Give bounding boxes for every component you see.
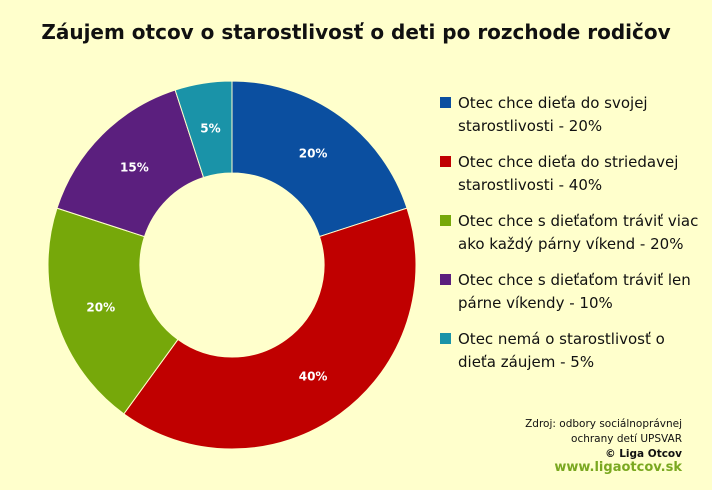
legend-swatch [440,97,451,108]
legend-label: Otec chce dieťa do striedavej starostliv… [458,153,679,194]
legend-item: Otec chce s dieťaťom tráviť viac ako kaž… [440,210,705,256]
source-line: Zdroj: odbory sociálnoprávnej [525,418,682,430]
legend-item: Otec nemá o starostlivosť o dieťa záujem… [440,328,705,374]
donut-slice [47,207,179,415]
legend-swatch [440,156,451,167]
legend-swatch [440,333,451,344]
legend-label: Otec chce dieťa do svojej starostlivosti… [458,94,648,135]
legend-label: Otec chce s dieťaťom tráviť viac ako kaž… [458,212,699,253]
source-line: ochrany detí UPSVAR [571,433,682,445]
legend-swatch [440,215,451,226]
slice-value-label: 15% [120,160,149,174]
donut-slice [231,80,408,238]
donut-slice [174,80,233,179]
legend-swatch [440,274,451,285]
legend-item: Otec chce s dieťaťom tráviť len párne ví… [440,269,705,315]
legend-item: Otec chce dieťa do striedavej starostliv… [440,151,705,197]
copyright: © Liga Otcov [605,448,682,460]
legend-item: Otec chce dieťa do svojej starostlivosti… [440,92,705,138]
slice-value-label: 20% [86,301,115,315]
website-url: www.ligaotcov.sk [554,460,682,475]
chart-title: Záujem otcov o starostlivosť o deti po r… [41,20,671,44]
slice-value-label: 40% [299,370,328,384]
legend-label: Otec chce s dieťaťom tráviť len párne ví… [458,271,691,312]
donut-slice [56,89,205,238]
source-note: Zdroj: odbory sociálnoprávnej ochrany de… [525,417,682,462]
slice-value-label: 5% [200,122,220,136]
donut-slice [123,207,417,450]
legend: Otec chce dieťa do svojej starostlivosti… [440,92,705,387]
legend-label: Otec nemá o starostlivosť o dieťa záujem… [458,330,665,371]
slice-value-label: 20% [299,146,328,160]
